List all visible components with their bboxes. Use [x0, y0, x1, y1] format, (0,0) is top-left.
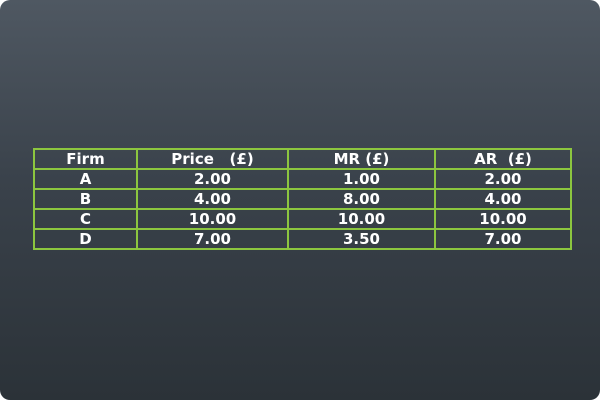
cell-mr: 10.00 — [287, 208, 436, 230]
cell-mr: 8.00 — [287, 188, 436, 210]
cell-price: 7.00 — [136, 228, 289, 250]
firm-price-table: Firm Price (£) MR (£) AR (£) A 2.00 1.00… — [33, 148, 572, 250]
cell-firm: C — [33, 208, 138, 230]
header-firm: Firm — [33, 148, 138, 170]
cell-ar: 2.00 — [434, 168, 572, 190]
table-header-row: Firm Price (£) MR (£) AR (£) — [33, 148, 572, 170]
header-mr: MR (£) — [287, 148, 436, 170]
cell-mr: 1.00 — [287, 168, 436, 190]
table-row: C 10.00 10.00 10.00 — [33, 208, 572, 230]
table-row: D 7.00 3.50 7.00 — [33, 228, 572, 250]
cell-ar: 7.00 — [434, 228, 572, 250]
table-row: A 2.00 1.00 2.00 — [33, 168, 572, 190]
table-row: B 4.00 8.00 4.00 — [33, 188, 572, 210]
cell-price: 4.00 — [136, 188, 289, 210]
cell-firm: A — [33, 168, 138, 190]
cell-price: 10.00 — [136, 208, 289, 230]
cell-price: 2.00 — [136, 168, 289, 190]
cell-mr: 3.50 — [287, 228, 436, 250]
cell-ar: 4.00 — [434, 188, 572, 210]
header-price: Price (£) — [136, 148, 289, 170]
cell-firm: B — [33, 188, 138, 210]
cell-firm: D — [33, 228, 138, 250]
header-ar: AR (£) — [434, 148, 572, 170]
cell-ar: 10.00 — [434, 208, 572, 230]
